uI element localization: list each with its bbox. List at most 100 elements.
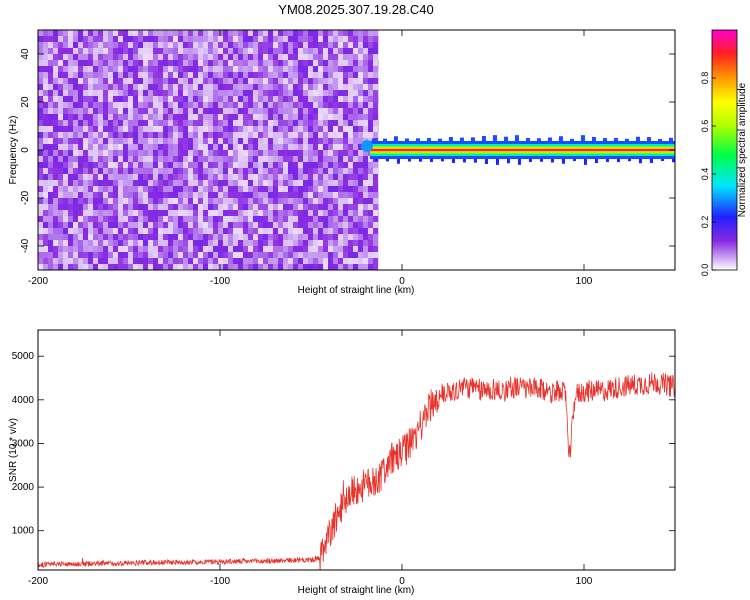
heatmap-cell [168, 54, 173, 60]
heatmap-cell [368, 90, 373, 96]
heatmap-cell [118, 150, 123, 156]
heatmap-cell [88, 96, 93, 102]
heatmap-cell [93, 102, 98, 108]
heatmap-cell [163, 210, 168, 216]
heatmap-cell [363, 66, 368, 72]
heatmap-cell [73, 180, 78, 186]
heatmap-cell [343, 162, 348, 168]
heatmap-cell [233, 102, 238, 108]
heatmap-cell [168, 150, 173, 156]
heatmap-cell [73, 168, 78, 174]
heatmap-cell [303, 84, 308, 90]
heatmap-cell [243, 138, 248, 144]
heatmap-cell [178, 234, 183, 240]
heatmap-cell [233, 114, 238, 120]
heatmap-cell [283, 114, 288, 120]
heatmap-cell [328, 180, 333, 186]
heatmap-cell [38, 264, 43, 270]
heatmap-cell [43, 216, 48, 222]
heatmap-cell [118, 126, 123, 132]
heatmap-cell [78, 144, 83, 150]
heatmap-cell [373, 132, 378, 138]
heatmap-cell [243, 102, 248, 108]
heatmap-cell [113, 120, 118, 126]
heatmap-cell [218, 192, 223, 198]
heatmap-cell [253, 78, 258, 84]
heatmap-cell [223, 150, 228, 156]
heatmap-cell [308, 186, 313, 192]
heatmap-cell [103, 144, 108, 150]
heatmap-cell [228, 120, 233, 126]
heatmap-cell [263, 198, 268, 204]
heatmap-cell [148, 102, 153, 108]
heatmap-cell [353, 78, 358, 84]
heatmap-cell [108, 222, 113, 228]
heatmap-cell [298, 228, 303, 234]
heatmap-cell [133, 72, 138, 78]
heatmap-cell [148, 180, 153, 186]
heatmap-cell [223, 132, 228, 138]
heatmap-cell [348, 216, 353, 222]
heatmap-cell [168, 252, 173, 258]
heatmap-cell [153, 258, 158, 264]
heatmap-cell [298, 30, 303, 36]
heatmap-cell [343, 48, 348, 54]
heatmap-cell [308, 96, 313, 102]
heatmap-cell [153, 234, 158, 240]
heatmap-cell [128, 162, 133, 168]
heatmap-cell [233, 108, 238, 114]
heatmap-cell [228, 78, 233, 84]
heatmap-cell [308, 102, 313, 108]
heatmap-cell [223, 120, 228, 126]
heatmap-cell [293, 252, 298, 258]
heatmap-cell [258, 156, 263, 162]
heatmap-cell [313, 150, 318, 156]
signal-edge-speck [528, 159, 532, 162]
heatmap-cell [328, 72, 333, 78]
heatmap-cell [248, 156, 253, 162]
heatmap-cell [173, 240, 178, 246]
heatmap-cell [268, 96, 273, 102]
heatmap-cell [358, 126, 363, 132]
heatmap-cell [88, 222, 93, 228]
heatmap-cell [178, 198, 183, 204]
heatmap-cell [108, 90, 113, 96]
heatmap-cell [73, 264, 78, 270]
heatmap-cell [313, 108, 318, 114]
heatmap-cell [263, 72, 268, 78]
heatmap-cell [43, 252, 48, 258]
heatmap-cell [148, 138, 153, 144]
heatmap-cell [178, 156, 183, 162]
heatmap-cell [328, 198, 333, 204]
heatmap-cell [248, 72, 253, 78]
heatmap-cell [263, 144, 268, 150]
heatmap-cell [153, 78, 158, 84]
signal-edge-speck [481, 136, 486, 141]
heatmap-cell [333, 120, 338, 126]
heatmap-cell [323, 168, 328, 174]
heatmap-cell [108, 48, 113, 54]
heatmap-cell [53, 162, 58, 168]
heatmap-cell [43, 72, 48, 78]
heatmap-cell [353, 42, 358, 48]
heatmap-cell [283, 60, 288, 66]
heatmap-cell [283, 42, 288, 48]
heatmap-cell [93, 192, 98, 198]
heatmap-cell [168, 132, 173, 138]
heatmap-cell [43, 90, 48, 96]
heatmap-cell [108, 210, 113, 216]
heatmap-cell [338, 30, 343, 36]
heatmap-cell [63, 156, 68, 162]
heatmap-cell [343, 192, 348, 198]
heatmap-cell [318, 186, 323, 192]
heatmap-cell [283, 30, 288, 36]
heatmap-cell [163, 60, 168, 66]
heatmap-cell [158, 240, 163, 246]
heatmap-cell [318, 222, 323, 228]
heatmap-cell [288, 168, 293, 174]
heatmap-cell [308, 264, 313, 270]
heatmap-cell [53, 36, 58, 42]
heatmap-cell [313, 36, 318, 42]
heatmap-cell [148, 222, 153, 228]
heatmap-cell [173, 174, 178, 180]
